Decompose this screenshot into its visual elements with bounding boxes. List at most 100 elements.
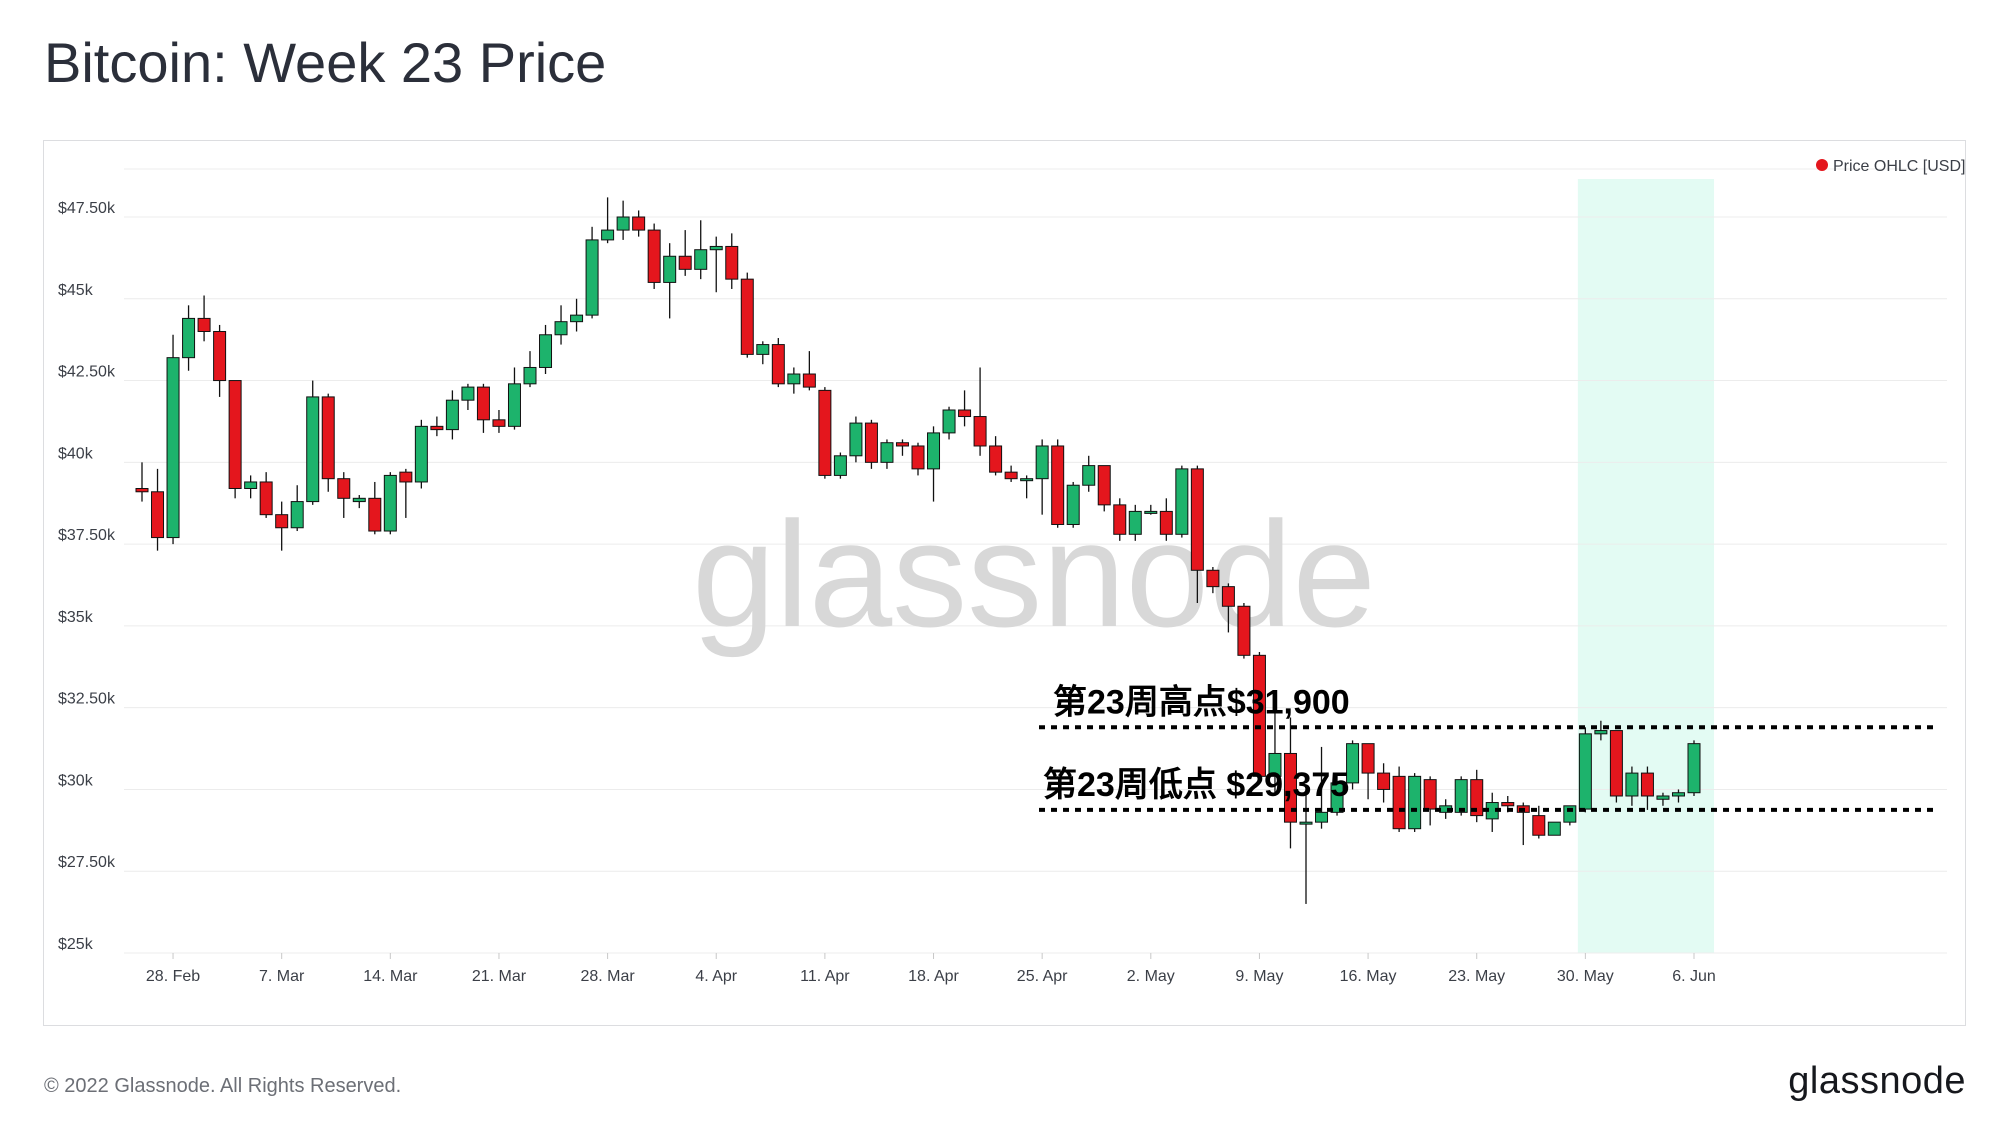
candle[interactable] <box>182 305 196 371</box>
candle[interactable] <box>151 468 165 551</box>
candle[interactable] <box>1144 504 1158 515</box>
candle[interactable] <box>771 338 785 388</box>
candle[interactable] <box>306 380 320 505</box>
candle[interactable] <box>1423 776 1437 826</box>
candle[interactable] <box>1656 792 1670 806</box>
candle[interactable] <box>864 419 878 469</box>
candle[interactable] <box>927 426 941 502</box>
candle[interactable] <box>725 233 739 289</box>
candle[interactable] <box>539 324 553 375</box>
candle[interactable] <box>213 324 227 397</box>
candle[interactable] <box>833 452 847 479</box>
candle[interactable] <box>1221 583 1235 633</box>
candle[interactable] <box>911 442 925 476</box>
candle[interactable] <box>818 387 832 479</box>
candle[interactable] <box>259 472 273 518</box>
candle[interactable] <box>1640 766 1654 810</box>
candle[interactable] <box>352 495 366 509</box>
candle[interactable] <box>1020 475 1034 499</box>
candle[interactable] <box>678 230 692 276</box>
candle[interactable] <box>523 351 537 388</box>
candle[interactable] <box>1283 717 1297 849</box>
candle[interactable] <box>244 475 258 499</box>
candle[interactable] <box>1547 821 1561 836</box>
candle[interactable] <box>492 409 506 433</box>
candle[interactable] <box>1128 504 1142 541</box>
candle[interactable] <box>1252 652 1266 783</box>
candle[interactable] <box>383 472 397 535</box>
candle[interactable] <box>1408 773 1422 832</box>
candle[interactable] <box>1346 740 1360 790</box>
candle[interactable] <box>476 383 490 433</box>
candle[interactable] <box>1066 481 1080 528</box>
candle[interactable] <box>1377 763 1391 803</box>
candle[interactable] <box>1687 740 1701 796</box>
candle[interactable] <box>445 390 459 440</box>
candle[interactable] <box>1051 439 1065 528</box>
candle[interactable] <box>337 472 351 518</box>
candle[interactable] <box>1097 465 1111 512</box>
candle[interactable] <box>663 243 677 319</box>
candle[interactable] <box>228 380 242 499</box>
candle[interactable] <box>166 334 180 545</box>
candle[interactable] <box>570 298 584 332</box>
candle[interactable] <box>1330 773 1344 816</box>
candle[interactable] <box>989 436 1003 476</box>
candle[interactable] <box>399 468 413 518</box>
candle[interactable] <box>1470 769 1484 823</box>
candle[interactable] <box>616 200 630 240</box>
candle[interactable] <box>321 393 335 492</box>
candle[interactable] <box>958 390 972 427</box>
candle[interactable] <box>647 223 661 289</box>
candle[interactable] <box>1082 455 1096 492</box>
candle[interactable] <box>507 367 521 430</box>
candle[interactable] <box>880 439 894 469</box>
candle[interactable] <box>430 416 444 437</box>
candle-body <box>740 278 754 355</box>
candle[interactable] <box>1532 805 1546 839</box>
candle[interactable] <box>1594 720 1608 741</box>
legend[interactable]: Price OHLC [USD] <box>1816 158 1965 175</box>
candle[interactable] <box>740 272 754 358</box>
candle[interactable] <box>1392 766 1406 832</box>
candle[interactable] <box>709 236 723 293</box>
candle[interactable] <box>1671 789 1685 803</box>
candle[interactable] <box>601 197 615 244</box>
candle[interactable] <box>694 220 708 280</box>
candle[interactable] <box>368 481 382 535</box>
candle[interactable] <box>135 462 149 502</box>
candle[interactable] <box>802 351 816 391</box>
candle[interactable] <box>849 416 863 463</box>
candle[interactable] <box>1190 465 1204 603</box>
candle[interactable] <box>275 501 289 551</box>
candle[interactable] <box>1113 498 1127 541</box>
candle[interactable] <box>1578 727 1592 813</box>
candle[interactable] <box>973 367 987 456</box>
candle[interactable] <box>1625 766 1639 806</box>
candle[interactable] <box>1159 498 1173 541</box>
candle[interactable] <box>787 367 801 394</box>
candle[interactable] <box>1175 465 1189 538</box>
candle[interactable] <box>585 226 599 319</box>
candle[interactable] <box>1268 704 1282 796</box>
candle[interactable] <box>1035 439 1049 515</box>
candle[interactable] <box>290 485 304 532</box>
candle[interactable] <box>632 210 646 237</box>
candle-body <box>911 445 925 470</box>
candle[interactable] <box>1315 746 1329 829</box>
candle[interactable] <box>1299 789 1313 904</box>
candle[interactable] <box>414 419 428 489</box>
glassnode-logo[interactable]: glassnode <box>1788 1060 1966 1102</box>
candle[interactable] <box>1609 730 1623 803</box>
candle[interactable] <box>461 383 475 410</box>
candle[interactable] <box>942 406 956 440</box>
candle[interactable] <box>895 439 909 456</box>
candle[interactable] <box>1485 792 1499 832</box>
candle[interactable] <box>756 341 770 365</box>
candle[interactable] <box>1237 602 1251 659</box>
candle[interactable] <box>554 305 568 345</box>
candle[interactable] <box>1361 743 1375 800</box>
candle[interactable] <box>1206 567 1220 594</box>
candle[interactable] <box>197 295 211 342</box>
candle[interactable] <box>1004 465 1018 482</box>
